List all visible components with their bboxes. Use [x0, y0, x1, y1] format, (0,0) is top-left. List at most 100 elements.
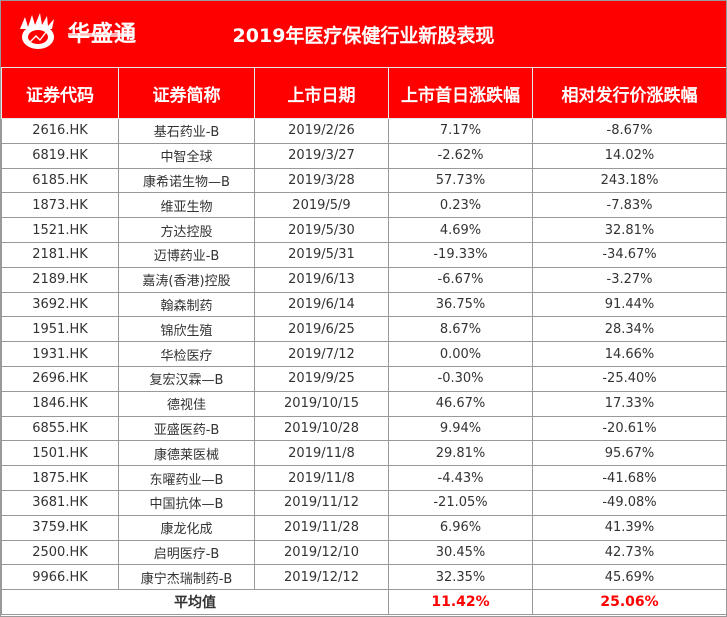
stock-code-cell: 2500.HK [1, 539, 119, 566]
first-day-change-cell: 0.23% [388, 192, 533, 219]
stock-code-cell: 1873.HK [1, 192, 119, 219]
stock-code-cell: 2616.HK [1, 118, 119, 144]
first-day-change-cell: 46.67% [388, 390, 533, 417]
listing-date-cell: 2019/11/8 [254, 465, 389, 491]
vs-issue-change-cell: 91.44% [532, 291, 726, 318]
column-header: 证券简称 [118, 67, 255, 119]
listing-date-cell: 2019/12/12 [254, 564, 389, 591]
average-vs-issue-change: 25.06% [532, 589, 726, 616]
page-title: 2019年医疗保健行业新股表现 [232, 25, 495, 47]
stock-name-cell: 中智全球 [118, 142, 255, 169]
vs-issue-change-cell: -20.61% [532, 415, 726, 442]
first-day-change-cell: 9.94% [388, 415, 533, 442]
vs-issue-change-cell: -3.27% [532, 266, 726, 293]
vs-issue-change-cell: 14.02% [532, 142, 726, 169]
logo-sun-icon [20, 13, 54, 49]
table-row: 1931.HK 华检医疗 2019/7/12 0.00% 14.66% [1, 341, 726, 367]
listing-date-cell: 2019/6/25 [254, 316, 389, 343]
column-header: 上市首日涨跌幅 [388, 67, 533, 119]
stock-name-cell: 基石药业-B [118, 118, 255, 144]
table-row: 1951.HK 锦欣生殖 2019/6/25 8.67% 28.34% [1, 316, 726, 343]
table-row: 2696.HK 复宏汉霖—B 2019/9/25 -0.30% -25.40% [1, 365, 726, 392]
table-row: 6855.HK 亚盛医药-B 2019/10/28 9.94% -20.61% [1, 415, 726, 442]
first-day-change-cell: -4.43% [388, 465, 533, 491]
first-day-change-cell: -19.33% [388, 241, 533, 268]
stock-name-cell: 翰森制药 [118, 291, 255, 318]
listing-date-cell: 2019/5/31 [254, 241, 389, 268]
listing-date-cell: 2019/9/25 [254, 365, 389, 392]
vs-issue-change-cell: -49.08% [532, 489, 726, 516]
listing-date-cell: 2019/5/9 [254, 192, 389, 219]
first-day-change-cell: 36.75% [388, 291, 533, 318]
vs-issue-change-cell: 42.73% [532, 539, 726, 566]
column-header: 上市日期 [254, 67, 389, 119]
listing-date-cell: 2019/5/30 [254, 217, 389, 243]
logo-slogan [68, 33, 132, 37]
stock-name-cell: 亚盛医药-B [118, 415, 255, 442]
stock-name-cell: 维亚生物 [118, 192, 255, 219]
vs-issue-change-cell: -25.40% [532, 365, 726, 392]
vs-issue-change-cell: 41.39% [532, 514, 726, 541]
ipo-table: 证券代码 证券简称 上市日期 上市首日涨跌幅 相对发行价涨跌幅 2616.HK 基石药业-… [1, 67, 726, 616]
table-row: 2181.HK 迈博药业-B 2019/5/31 -19.33% -34.67% [1, 241, 726, 268]
stock-name-cell: 德视佳 [118, 390, 255, 417]
table-row: 2500.HK 启明医疗-B 2019/12/10 30.45% 42.73% [1, 539, 726, 566]
listing-date-cell: 2019/11/8 [254, 440, 389, 467]
vs-issue-change-cell: -8.67% [532, 118, 726, 144]
stock-code-cell: 2189.HK [1, 266, 119, 293]
vs-issue-change-cell: -7.83% [532, 192, 726, 219]
stock-code-cell: 3759.HK [1, 514, 119, 541]
first-day-change-cell: 4.69% [388, 217, 533, 243]
stock-code-cell: 2181.HK [1, 241, 119, 268]
first-day-change-cell: 30.45% [388, 539, 533, 566]
vs-issue-change-cell: 17.33% [532, 390, 726, 417]
listing-date-cell: 2019/7/12 [254, 341, 389, 367]
first-day-change-cell: 7.17% [388, 118, 533, 144]
table-row: 9966.HK 康宁杰瑞制药-B 2019/12/12 32.35% 45.69% [1, 564, 726, 591]
first-day-change-cell: -6.67% [388, 266, 533, 293]
first-day-change-cell: 32.35% [388, 564, 533, 591]
average-row: 平均值 11.42% 25.06% [1, 589, 726, 616]
stock-name-cell: 启明医疗-B [118, 539, 255, 566]
stock-code-cell: 6185.HK [1, 167, 119, 194]
column-header: 相对发行价涨跌幅 [532, 67, 726, 119]
table-row: 2189.HK 嘉涛(香港)控股 2019/6/13 -6.67% -3.27% [1, 266, 726, 293]
stock-code-cell: 1875.HK [1, 465, 119, 491]
average-first-day-change: 11.42% [388, 589, 533, 616]
table-row: 6185.HK 康希诺生物—B 2019/3/28 57.73% 243.18% [1, 167, 726, 194]
first-day-change-cell: 29.81% [388, 440, 533, 467]
listing-date-cell: 2019/11/28 [254, 514, 389, 541]
stock-name-cell: 康龙化成 [118, 514, 255, 541]
first-day-change-cell: -2.62% [388, 142, 533, 169]
stock-name-cell: 康德莱医械 [118, 440, 255, 467]
stock-code-cell: 1951.HK [1, 316, 119, 343]
listing-date-cell: 2019/2/26 [254, 118, 389, 144]
stock-code-cell: 9966.HK [1, 564, 119, 591]
stock-code-cell: 6819.HK [1, 142, 119, 169]
stock-name-cell: 嘉涛(香港)控股 [118, 266, 255, 293]
table-row: 2616.HK 基石药业-B 2019/2/26 7.17% -8.67% [1, 118, 726, 144]
listing-date-cell: 2019/6/14 [254, 291, 389, 318]
first-day-change-cell: -21.05% [388, 489, 533, 516]
first-day-change-cell: 0.00% [388, 341, 533, 367]
stock-code-cell: 1501.HK [1, 440, 119, 467]
listing-date-cell: 2019/10/28 [254, 415, 389, 442]
stock-name-cell: 方达控股 [118, 217, 255, 243]
title-bar: 华盛通 2019年医疗保健行业新股表现 [1, 1, 726, 67]
stock-name-cell: 康希诺生物—B [118, 167, 255, 194]
stock-name-cell: 康宁杰瑞制药-B [118, 564, 255, 591]
vs-issue-change-cell: 45.69% [532, 564, 726, 591]
stock-code-cell: 3681.HK [1, 489, 119, 516]
listing-date-cell: 2019/6/13 [254, 266, 389, 293]
stock-code-cell: 6855.HK [1, 415, 119, 442]
table-row: 1873.HK 维亚生物 2019/5/9 0.23% -7.83% [1, 192, 726, 219]
stock-code-cell: 1931.HK [1, 341, 119, 367]
table-row: 1846.HK 德视佳 2019/10/15 46.67% 17.33% [1, 390, 726, 417]
vs-issue-change-cell: 32.81% [532, 217, 726, 243]
listing-date-cell: 2019/3/28 [254, 167, 389, 194]
table-row: 3681.HK 中国抗体—B 2019/11/12 -21.05% -49.08% [1, 489, 726, 516]
stock-name-cell: 东曜药业—B [118, 465, 255, 491]
average-label: 平均值 [1, 589, 389, 616]
vs-issue-change-cell: -34.67% [532, 241, 726, 268]
